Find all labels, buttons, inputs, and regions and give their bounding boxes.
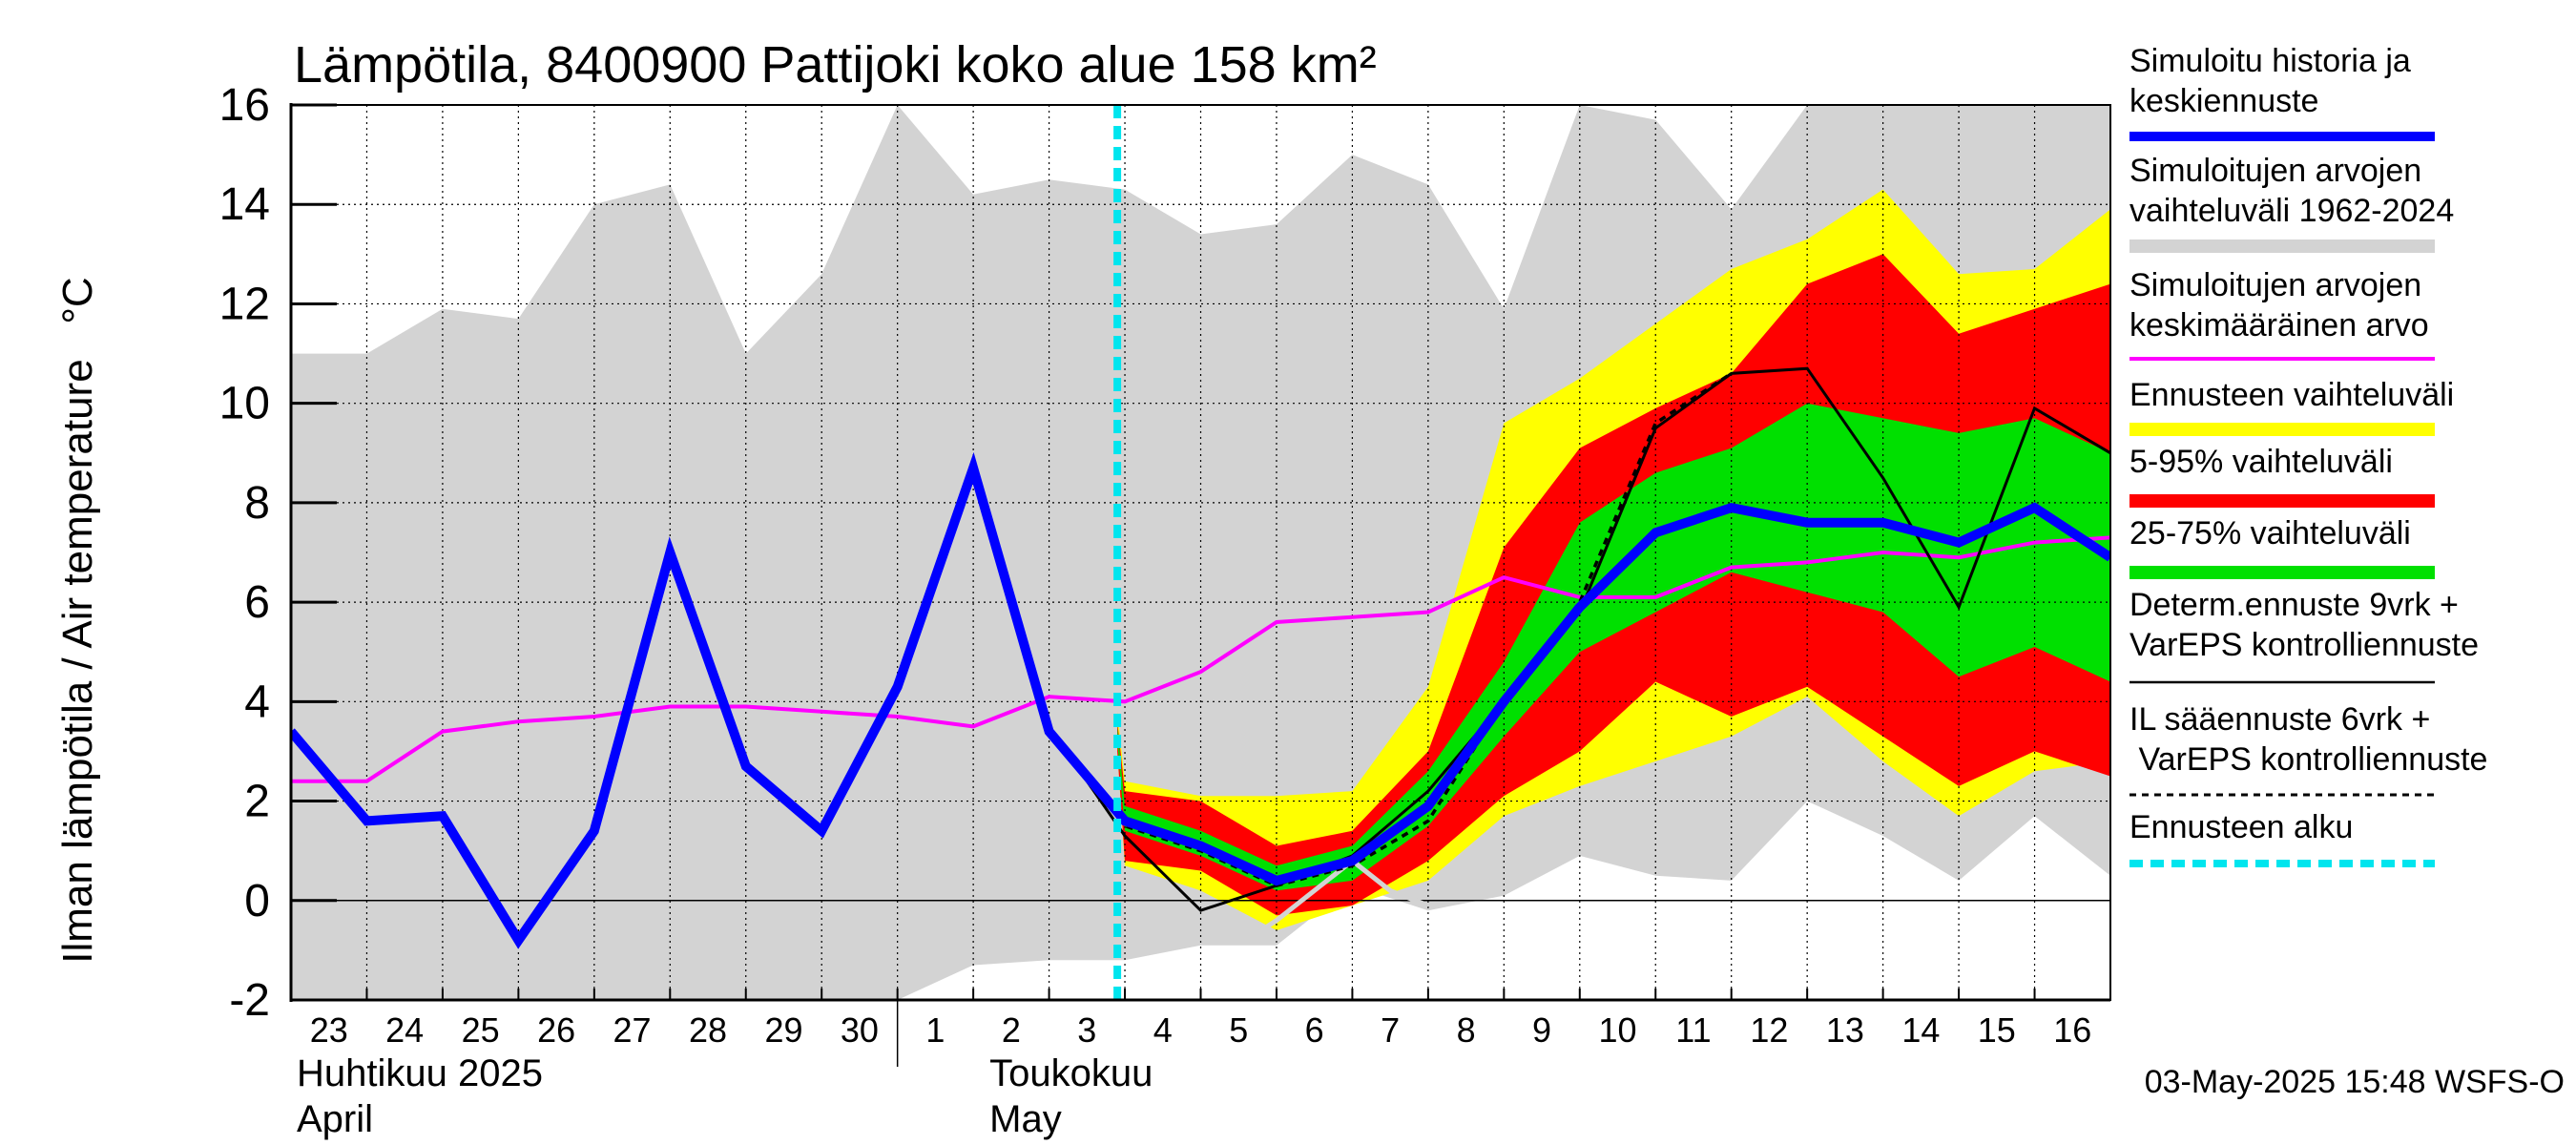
x-day-label: 28 <box>689 1010 727 1050</box>
x-day-label: 10 <box>1598 1010 1636 1050</box>
legend-label: Simuloitujen arvojen vaihteluväli 1962-20… <box>2129 153 2454 229</box>
x-day-label: 29 <box>764 1010 802 1050</box>
x-day-label: 27 <box>613 1010 652 1050</box>
month-label-en: May <box>989 1098 1062 1140</box>
legend-label-line: 5-95% vaihteluväli <box>2129 444 2393 480</box>
x-day-label: 1 <box>925 1010 945 1050</box>
x-day-label: 12 <box>1750 1010 1788 1050</box>
x-day-label: 5 <box>1229 1010 1248 1050</box>
legend-label-line: Ennusteen alku <box>2129 809 2353 845</box>
legend-label-line: keskiennuste <box>2129 83 2318 119</box>
x-day-label: 15 <box>1978 1010 2016 1050</box>
x-day-label: 14 <box>1901 1010 1940 1050</box>
y-tick-label: 2 <box>244 777 270 827</box>
x-day-label: 8 <box>1457 1010 1476 1050</box>
x-day-label: 3 <box>1077 1010 1096 1050</box>
month-label-fi: Toukokuu <box>989 1052 1153 1094</box>
legend-label: 5-95% vaihteluväli <box>2129 444 2393 480</box>
legend-label: Ennusteen vaihteluväli <box>2129 377 2454 413</box>
mean-line <box>291 535 2110 783</box>
legend-label-line: vaihteluväli 1962-2024 <box>2129 193 2454 229</box>
timestamp: 03-May-2025 15:48 WSFS-O <box>2145 1064 2565 1100</box>
x-day-label: 25 <box>462 1010 500 1050</box>
legend-item: 25-75% vaihteluväli <box>2129 515 2435 579</box>
legend-label-line: Determ.ennuste 9vrk + <box>2129 587 2459 623</box>
y-tick-label: -2 <box>229 975 270 1026</box>
x-day-label: 24 <box>385 1010 424 1050</box>
legend-item: Simuloitujen arvojen keskimääräinen arvo <box>2129 267 2435 361</box>
y-tick-label: 6 <box>244 577 270 628</box>
x-day-label: 7 <box>1381 1010 1400 1050</box>
x-day-label: 23 <box>310 1010 348 1050</box>
legend-item: Ennusteen vaihteluväli <box>2129 377 2454 436</box>
legend-label-line: Ennusteen vaihteluväli <box>2129 377 2454 413</box>
gridlines <box>291 105 2110 1000</box>
x-day-label: 11 <box>1675 1010 1711 1050</box>
legend-label-line: VarEPS kontrolliennuste <box>2129 627 2479 663</box>
legend-label-line: keskimääräinen arvo <box>2129 307 2429 344</box>
x-day-label: 16 <box>2053 1010 2091 1050</box>
y-tick-label: 8 <box>244 478 270 529</box>
x-day-label: 2 <box>1002 1010 1021 1050</box>
simulated-line <box>291 451 2110 949</box>
month-label-en: April <box>297 1098 373 1140</box>
legend-label: Ennusteen alku <box>2129 809 2353 845</box>
x-day-label: 26 <box>537 1010 575 1050</box>
y-tick-label: 14 <box>219 179 270 230</box>
legend-item: 5-95% vaihteluväli <box>2129 444 2435 508</box>
legend-label-line: VarEPS kontrolliennuste <box>2129 741 2487 778</box>
legend-label-line: Simuloitu historia ja <box>2129 43 2411 79</box>
legend-label-line: IL sääennuste 6vrk + <box>2129 701 2430 738</box>
month-label-fi: Huhtikuu 2025 <box>297 1052 543 1094</box>
il-forecast-line <box>971 371 1733 887</box>
legend-item: Ennusteen alku <box>2129 809 2435 867</box>
y-tick-label: 0 <box>244 876 270 926</box>
chart-title: Lämpötila, 8400900 Pattijoki koko alue 1… <box>294 36 1377 94</box>
legend-label: Simuloitujen arvojen keskimääräinen arvo <box>2129 267 2429 344</box>
plot-area <box>291 105 2110 1000</box>
x-day-label: 9 <box>1532 1010 1551 1050</box>
legend-label: 25-75% vaihteluväli <box>2129 515 2411 552</box>
x-day-label: 13 <box>1826 1010 1864 1050</box>
y-tick-label: 16 <box>219 80 270 131</box>
y-tick-label: 4 <box>244 677 270 727</box>
legend-item: Simuloitu historia ja keskiennuste <box>2129 43 2435 141</box>
legend-item: Simuloitujen arvojen vaihteluväli 1962-20… <box>2129 153 2454 253</box>
x-day-label: 4 <box>1153 1010 1173 1050</box>
legend-label-line: 25-75% vaihteluväli <box>2129 515 2411 552</box>
legend-item: IL sääennuste 6vrk + VarEPS kontrollienn… <box>2129 701 2487 797</box>
legend-label: Determ.ennuste 9vrk + VarEPS kontrollienn… <box>2129 587 2479 663</box>
legend-label: IL sääennuste 6vrk + VarEPS kontrollienn… <box>2129 701 2487 778</box>
legend-label-line: Simuloitujen arvojen <box>2129 153 2421 189</box>
x-day-label: 30 <box>841 1010 879 1050</box>
legend-label: Simuloitu historia ja keskiennuste <box>2129 43 2411 119</box>
y-tick-label: 10 <box>219 379 270 429</box>
y-tick-label: 12 <box>219 279 270 329</box>
x-day-label: 6 <box>1305 1010 1324 1050</box>
legend-item: Determ.ennuste 9vrk + VarEPS kontrollienn… <box>2129 587 2479 684</box>
y-axis-label: Ilman lämpötila / Air temperature °C <box>54 277 101 963</box>
legend-label-line: Simuloitujen arvojen <box>2129 267 2421 303</box>
